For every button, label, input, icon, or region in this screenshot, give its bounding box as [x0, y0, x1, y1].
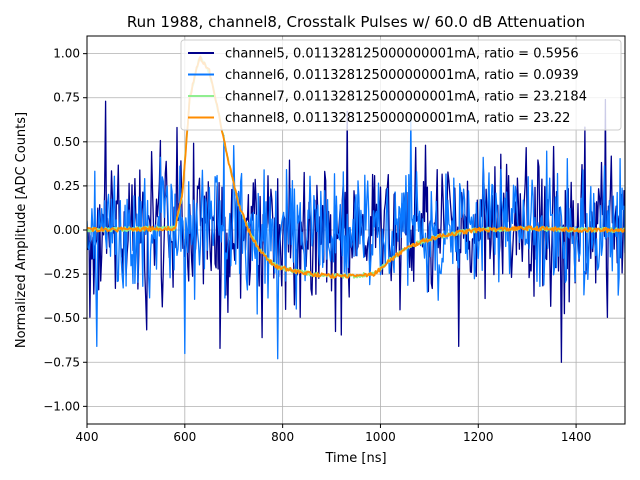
series-layer — [87, 55, 625, 363]
legend: channel5, 0.011328125000000001mA, ratio … — [180, 39, 622, 131]
y-axis-ticks: −1.00 −0.75 −0.50 −0.25 0.00 0.25 0.50 0.75 1.00 — [43, 47, 87, 413]
x-tick-label: 1200 — [463, 430, 494, 444]
series-line-1 — [87, 98, 625, 363]
x-tick-label: 1400 — [561, 430, 592, 444]
y-tick-label: 1.00 — [53, 47, 80, 61]
legend-box — [180, 39, 622, 131]
x-tick-label: 1000 — [365, 430, 396, 444]
x-tick-label: 600 — [173, 430, 196, 444]
y-tick-label: 0.75 — [53, 91, 80, 105]
y-tick-label: −0.75 — [43, 355, 80, 369]
y-tick-label: −0.50 — [43, 311, 80, 325]
legend-entry: channel8, 0.011328125000000001mA, ratio … — [225, 111, 570, 126]
y-tick-label: 0.00 — [53, 223, 80, 237]
y-axis-label: Normalized Amplitude [ADC Counts] — [14, 112, 29, 348]
chart-title: Run 1988, channel8, Crosstalk Pulses w/ … — [127, 13, 585, 31]
y-tick-label: −0.25 — [43, 267, 80, 281]
legend-entry: channel6, 0.011328125000000001mA, ratio … — [225, 68, 579, 83]
legend-entry: channel7, 0.011328125000000001mA, ratio … — [225, 90, 587, 105]
y-tick-label: 0.25 — [53, 179, 80, 193]
series-line-4 — [87, 55, 625, 279]
y-tick-label: 0.50 — [53, 135, 80, 149]
x-tick-label: 400 — [76, 430, 99, 444]
x-axis-label: Time [ns] — [324, 451, 386, 466]
x-tick-label: 800 — [271, 430, 294, 444]
x-axis-ticks: 400 600 800 1000 1200 1400 — [76, 424, 592, 444]
legend-entry: channel5, 0.011328125000000001mA, ratio … — [225, 47, 579, 62]
y-tick-label: −1.00 — [43, 399, 80, 413]
